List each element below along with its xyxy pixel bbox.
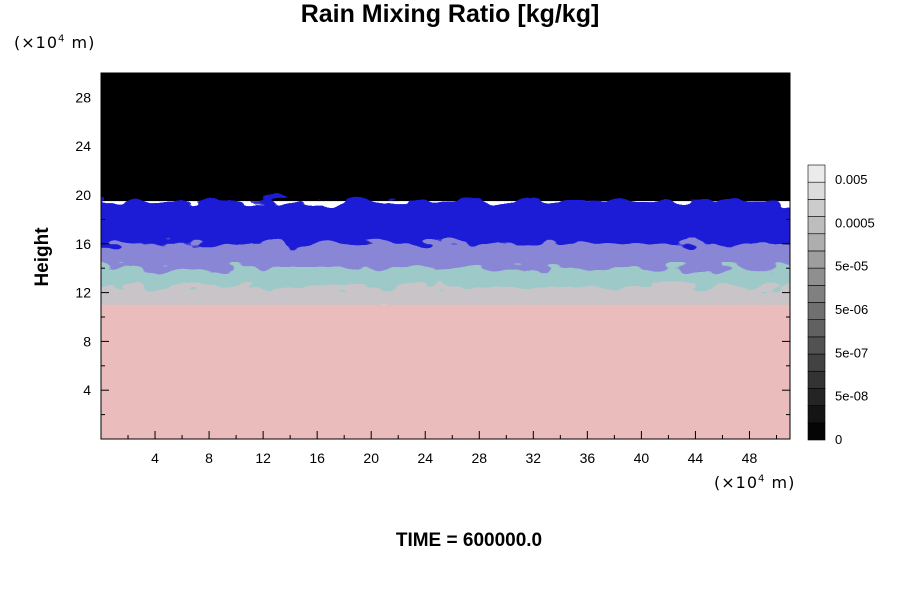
y-tick-label: 4 — [83, 382, 91, 398]
y-tick-label: 20 — [75, 187, 91, 203]
colorbar-swatch — [807, 336, 826, 355]
field-layer-1 — [101, 201, 790, 250]
colorbar-swatch — [807, 422, 826, 441]
colorbar-swatch — [807, 285, 826, 303]
colorbar-label: 5e-05 — [835, 259, 868, 274]
x-tick-label: 16 — [309, 450, 325, 466]
colorbar-label: 5e-07 — [835, 345, 868, 360]
colorbar-swatch — [807, 199, 826, 217]
colorbar-label: 5e-06 — [835, 302, 868, 317]
colorbar-swatch — [807, 216, 826, 235]
y-axis-unit: (×104 m) — [14, 33, 96, 52]
y-tick-label: 28 — [75, 89, 91, 105]
colorbar-swatch — [807, 181, 826, 200]
x-tick-label: 36 — [580, 450, 596, 466]
field-layer-5 — [101, 304, 790, 439]
x-axis-unit: (×104 m) — [714, 473, 796, 492]
colorbar-swatch — [807, 164, 826, 183]
x-tick-label: 32 — [526, 450, 542, 466]
colorbar-swatch — [807, 250, 826, 269]
x-tick-label: 8 — [205, 450, 213, 466]
colorbar-swatch — [807, 233, 826, 252]
x-tick-label: 4 — [151, 450, 159, 466]
colorbar-swatch — [807, 353, 826, 372]
colorbar-label: 5e-08 — [835, 389, 868, 404]
y-tick-label: 8 — [83, 333, 91, 349]
colorbar-swatch — [807, 388, 826, 406]
x-tick-label: 48 — [742, 450, 758, 466]
y-tick-label: 16 — [75, 236, 91, 252]
colorbar: 0 5e-08 5e-07 5e-06 5e-05 0.0005 0.005 — [807, 164, 875, 447]
x-tick-label: 12 — [255, 450, 271, 466]
colorbar-swatch — [807, 319, 826, 338]
colorbar-swatch — [807, 267, 826, 286]
colorbar-label: 0.0005 — [835, 215, 875, 230]
x-tick-label: 40 — [634, 450, 650, 466]
colorbar-swatch — [807, 405, 826, 424]
time-label: TIME = 600000.0 — [395, 530, 543, 551]
y-tick-label: 12 — [75, 285, 91, 301]
x-tick-label: 20 — [363, 450, 379, 466]
x-tick-label: 44 — [688, 450, 704, 466]
x-tick-label: 28 — [471, 450, 487, 466]
colorbar-swatch — [807, 370, 826, 389]
colorbar-swatch — [807, 302, 826, 320]
colorbar-label: 0.005 — [835, 172, 868, 187]
field-layer-0 — [101, 73, 790, 202]
y-tick-label: 24 — [75, 138, 91, 154]
colorbar-label: 0 — [835, 432, 842, 447]
x-tick-label: 24 — [417, 450, 433, 466]
chart-title: Rain Mixing Ratio [kg/kg] — [300, 0, 600, 28]
